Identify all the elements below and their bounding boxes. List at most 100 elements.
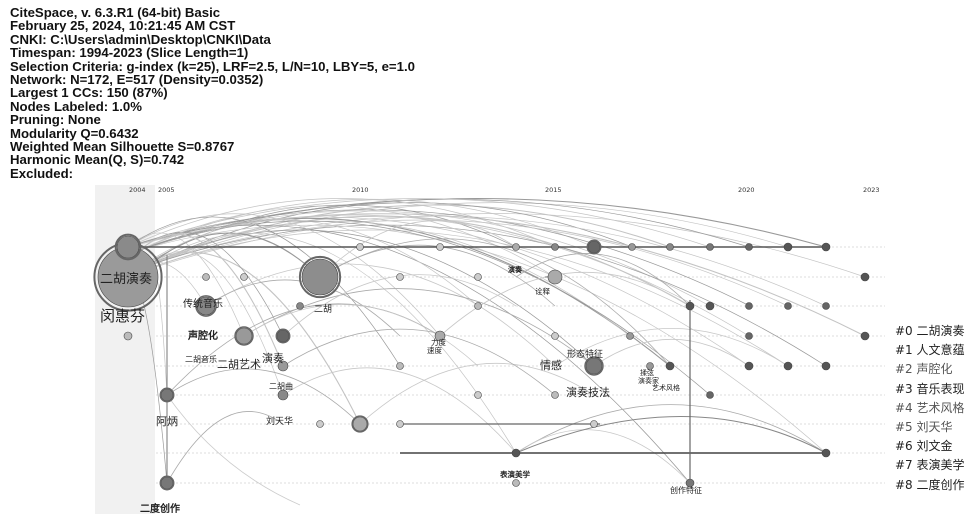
keyword-node: [511, 448, 521, 458]
node-labels: 二胡演奏 闵惠芬 传统音乐 声腔化 二胡音乐 二胡艺术 演奏 二胡曲 刘天华 阿…: [100, 265, 702, 514]
keyword-node-ring: [351, 415, 369, 433]
citation-arc: [166, 394, 301, 506]
keyword-node: [551, 243, 559, 251]
keyword-node: [783, 242, 793, 252]
keyword-node: [551, 332, 559, 340]
node-label: 形态特征: [567, 348, 603, 360]
citation-arc: [127, 209, 751, 307]
keyword-node: [434, 330, 446, 342]
citation-arc: [515, 416, 827, 454]
summary-line: Timespan: 1994-2023 (Slice Length=1): [10, 45, 249, 61]
keyword-node-ring: [298, 255, 342, 299]
citation-arc: [149, 202, 633, 266]
timeline-axis: 2004 2005 2010 2015 2020 2023: [129, 186, 880, 194]
citation-arc: [515, 253, 691, 307]
node-label: 闵惠芬: [100, 307, 145, 325]
citation-arc: [439, 272, 691, 337]
keyword-node: [547, 269, 563, 285]
summary-line: Modularity Q=0.6432: [10, 125, 139, 141]
node-label: 二胡演奏: [100, 271, 152, 287]
keyword-node: [745, 302, 753, 310]
citation-arc: [243, 304, 479, 367]
citation-arc: [139, 224, 827, 454]
keyword-node: [301, 258, 339, 296]
citation-arc: [166, 368, 361, 425]
cluster-label[interactable]: #0 二胡演奏: [895, 324, 965, 338]
node-label: 揉弦: [640, 368, 654, 377]
year-label: 2015: [545, 186, 562, 194]
node-label: 演奏家: [638, 376, 659, 385]
citation-arc: [319, 220, 517, 278]
keyword-node: [666, 243, 674, 251]
citation-arc: [282, 328, 556, 396]
keyword-node: [116, 235, 140, 259]
keyword-node: [745, 332, 753, 340]
keyword-node: [783, 361, 793, 371]
node-label: 力度: [431, 337, 446, 347]
summary-line: Pruning: None: [10, 112, 101, 128]
cluster-timelines: [128, 246, 826, 485]
keyword-node: [160, 476, 174, 490]
node-label: 艺术风格: [652, 383, 680, 392]
run-summary: CiteSpace, v. 6.3.R1 (64-bit) Basic Febr…: [10, 6, 415, 181]
keyword-node: [160, 388, 174, 402]
keyword-node: [860, 331, 870, 341]
citation-arc: [515, 429, 691, 484]
node-label: 声腔化: [187, 329, 218, 342]
year-label: 2020: [738, 186, 755, 194]
cluster-label[interactable]: #8 二度创作: [895, 477, 965, 492]
node-label: 二胡艺术: [217, 357, 261, 371]
keyword-node: [665, 361, 675, 371]
year-label: 2005: [158, 186, 175, 194]
keyword-node: [587, 240, 601, 254]
cluster-label[interactable]: #4 艺术风格: [895, 400, 965, 415]
citation-arc: [554, 328, 789, 367]
summary-line: CNKI: C:\Users\admin\Desktop\CNKI\Data: [10, 31, 271, 47]
keyword-node: [822, 302, 830, 310]
citation-arc: [282, 367, 517, 454]
year-label: 2023: [863, 186, 880, 194]
citation-arc: [515, 404, 827, 454]
citation-arc: [127, 224, 691, 484]
summary-line: Selection Criteria: g-index (k=25), LRF=…: [10, 58, 415, 74]
cluster-label[interactable]: #5 刘天华: [895, 419, 953, 434]
citation-arc: [124, 229, 789, 367]
summary-line: Nodes Labeled: 1.0%: [10, 98, 142, 114]
citation-arcs: [124, 198, 866, 506]
keyword-node: [235, 327, 253, 345]
node-label: 阿炳: [156, 415, 178, 428]
cluster-label[interactable]: #3 音乐表现: [895, 381, 965, 396]
summary-line: Excluded:: [10, 165, 74, 181]
keyword-node: [474, 391, 482, 399]
citation-arc: [243, 288, 595, 367]
keyword-node: [685, 478, 695, 488]
node-label: 速度: [427, 345, 442, 355]
citation-arc: [127, 216, 401, 367]
cluster-label[interactable]: #7 表演美学: [895, 458, 965, 473]
citation-arc: [127, 232, 245, 337]
cluster-label[interactable]: #6 刘文金: [895, 439, 953, 454]
citation-arc: [166, 411, 284, 484]
keyword-node: [277, 389, 289, 401]
citation-arc: [593, 338, 750, 367]
summary-line: Weighted Mean Silhouette S=0.8767: [10, 139, 235, 155]
keyword-node: [474, 273, 482, 281]
node-label: 传统音乐: [183, 297, 223, 310]
keyword-node-ring: [586, 239, 602, 255]
cluster-label[interactable]: #1 人文意蕴: [895, 343, 965, 358]
node-label: 演奏技法: [566, 385, 610, 399]
node-label: 二胡音乐: [185, 354, 217, 364]
node-label: 二胡: [314, 303, 332, 315]
keyword-node: [396, 273, 404, 281]
year-label: 2010: [352, 186, 369, 194]
keyword-node: [123, 331, 133, 341]
keyword-nodes[interactable]: [93, 233, 870, 491]
keyword-node: [744, 361, 754, 371]
keyword-node: [685, 301, 695, 311]
citation-arc: [205, 263, 556, 367]
cluster-label[interactable]: #2 声腔化: [895, 362, 953, 377]
keyword-node: [296, 302, 304, 310]
citation-arc: [127, 216, 750, 367]
citation-arc: [149, 220, 631, 337]
